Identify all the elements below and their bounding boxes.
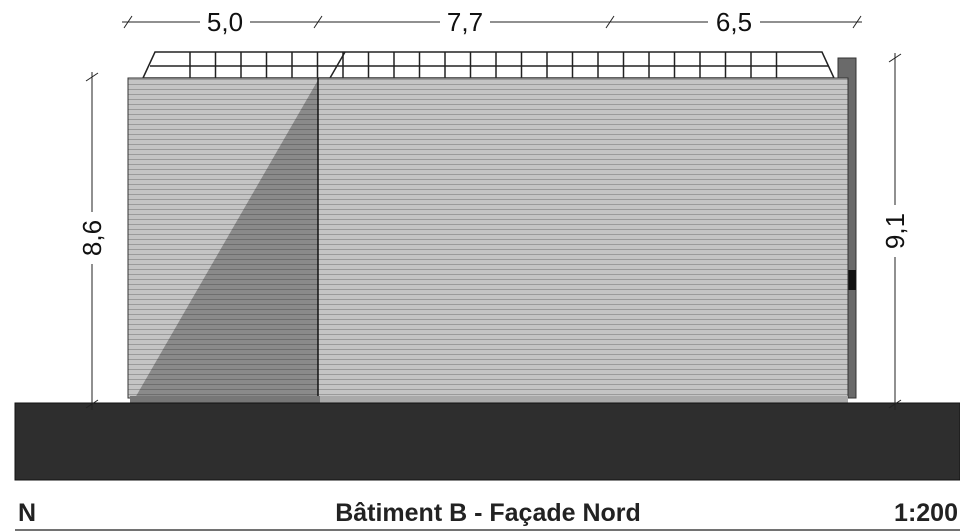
dimension-label: 7,7 [447,7,483,37]
drawing-title: Bâtiment B - Façade Nord [335,499,641,527]
dimension-label: 9,1 [880,213,910,249]
orientation: N [18,499,36,527]
side-opening [846,270,856,290]
right-dimension: 9,1 [880,53,912,410]
right-volume [317,77,849,399]
roof-railing [141,51,836,79]
top-dimension: 5,0 7,7 6,5 [122,7,862,37]
dimension-label: 6,5 [716,7,752,37]
plinth [130,396,320,403]
plinth [320,396,848,403]
dimension-label: 5,0 [207,7,243,37]
shadow [135,80,318,398]
dimension-label: 8,6 [77,220,107,256]
left-dimension: 8,6 [76,72,108,410]
drawing-scale: 1:200 [894,499,958,527]
ground [14,402,960,481]
